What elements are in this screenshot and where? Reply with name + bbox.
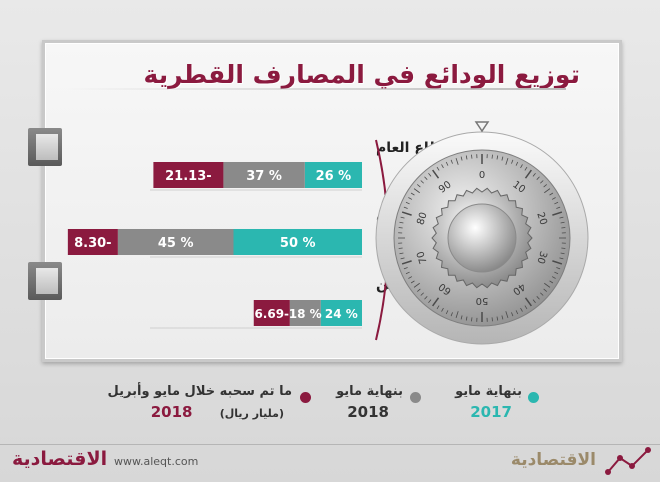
legend-dot-withdrawn xyxy=(300,392,311,403)
dial-number: 80 xyxy=(415,211,429,227)
legend-dot-2017 xyxy=(528,392,539,403)
bar-value-label: 6.69- xyxy=(254,307,289,321)
footer-logo-left: الاقتصادية xyxy=(12,448,108,470)
bar-segment xyxy=(253,300,290,326)
dial-number: 70 xyxy=(415,250,429,266)
footer-divider xyxy=(0,444,660,445)
bar-segment xyxy=(117,229,234,255)
website-link[interactable]: www.aleqt.com xyxy=(114,455,199,468)
bar-value-label: 45 % xyxy=(158,236,194,251)
bar-value-label: 18 % xyxy=(289,307,322,321)
bar-segment xyxy=(289,300,321,326)
footer-logo-right: الاقتصادية xyxy=(510,450,596,470)
dial-number: 30 xyxy=(534,250,548,266)
bar-segment xyxy=(320,300,362,326)
bar-value-label: 26 % xyxy=(316,169,352,184)
legend-item-2018: بنهاية مايو 2018 xyxy=(336,384,403,421)
bar-segment xyxy=(304,162,362,188)
bar-value-label: 37 % xyxy=(246,169,282,184)
dial-number: 50 xyxy=(476,295,489,306)
page-title: توزيع الودائع في المصارف القطرية xyxy=(143,60,580,89)
bar-value-label: 50 % xyxy=(280,236,316,251)
legend-label: ما تم سحبه خلال مايو وأبريل xyxy=(107,384,292,399)
bar-segment xyxy=(233,229,362,255)
bar-value-label: 8.30- xyxy=(74,236,111,251)
dial-number: 0 xyxy=(479,170,485,181)
bar-segment xyxy=(153,162,224,188)
legend-year-value: 2018 xyxy=(150,403,193,421)
bar-segment xyxy=(67,229,118,255)
title-underline xyxy=(66,88,566,90)
hinge-bottom-icon xyxy=(28,262,62,300)
hinge-top-icon xyxy=(28,128,62,166)
bar-value-label: 21.13- xyxy=(165,169,212,184)
legend-item-2017: بنهاية مايو 2017 xyxy=(455,384,522,421)
legend-year: 2017 xyxy=(470,403,512,421)
dial-number: 20 xyxy=(534,211,548,227)
legend-dot-2018 xyxy=(410,392,421,403)
trend-logo-icon xyxy=(605,447,651,475)
legend-label: بنهاية مايو xyxy=(455,384,522,399)
legend-label: بنهاية مايو xyxy=(336,384,403,399)
legend-year: 2018 xyxy=(347,403,389,421)
legend-item-withdrawn: ما تم سحبه خلال مايو وأبريل (مليار ريال)… xyxy=(108,384,292,421)
bar-segment xyxy=(223,162,305,188)
legend-unit: (مليار ريال) xyxy=(219,407,284,420)
bar-value-label: 24 % xyxy=(325,307,358,321)
legend-year: (مليار ريال) 2018 xyxy=(108,403,292,421)
